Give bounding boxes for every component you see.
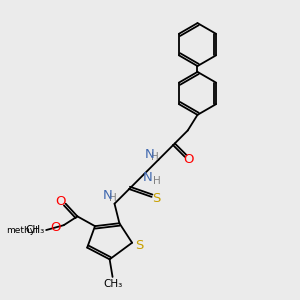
Text: N: N: [103, 189, 112, 203]
Text: O: O: [56, 195, 66, 208]
Text: CH₃: CH₃: [25, 225, 44, 235]
Text: O: O: [51, 220, 61, 234]
Text: S: S: [135, 239, 143, 252]
Text: H: H: [153, 176, 160, 186]
Text: O: O: [184, 153, 194, 166]
Text: N: N: [145, 148, 154, 161]
Text: N: N: [143, 171, 153, 184]
Text: CH₃: CH₃: [103, 279, 122, 289]
Text: H: H: [109, 193, 116, 203]
Text: methyl: methyl: [6, 226, 38, 235]
Text: S: S: [152, 192, 161, 205]
Text: H: H: [151, 152, 158, 162]
